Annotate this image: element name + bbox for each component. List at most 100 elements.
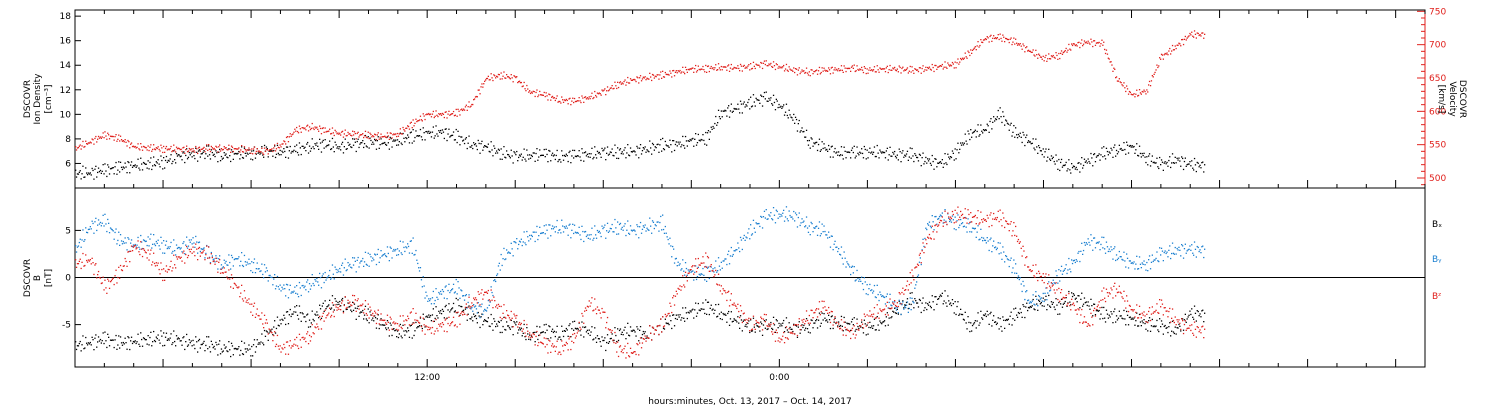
bx-point	[551, 330, 553, 332]
density-point	[144, 163, 146, 165]
density-point	[595, 157, 598, 159]
by-point	[596, 229, 599, 232]
by-point	[699, 274, 701, 276]
velocity-point	[249, 149, 251, 151]
bx-point	[357, 305, 359, 307]
bx-point	[751, 330, 754, 332]
by-point	[357, 256, 359, 259]
density-point	[1031, 142, 1033, 144]
density-point	[1145, 161, 1147, 164]
bx-point	[197, 351, 199, 353]
density-point	[879, 149, 881, 151]
density-point	[936, 166, 938, 168]
bx-point	[183, 336, 185, 338]
by-point	[269, 274, 271, 277]
density-point	[348, 144, 350, 146]
density-point	[1114, 144, 1116, 146]
bx-point	[1063, 302, 1065, 304]
velocity-point	[337, 132, 339, 134]
velocity-point	[515, 76, 517, 79]
by-point	[870, 289, 872, 292]
density-point	[1135, 149, 1137, 151]
density-point	[517, 160, 519, 162]
density-point	[697, 133, 699, 136]
by-point	[167, 246, 169, 248]
density-point	[857, 152, 859, 154]
density-point	[725, 110, 727, 112]
by-point	[111, 229, 113, 231]
bx-point	[1022, 304, 1024, 306]
by-point	[706, 280, 708, 282]
by-point	[96, 229, 98, 232]
bx-point	[1192, 316, 1194, 318]
density-point	[289, 145, 291, 148]
bx-point	[454, 310, 456, 312]
bx-point	[851, 318, 854, 320]
by-point	[1086, 243, 1088, 245]
by-point	[226, 264, 228, 266]
velocity-point	[86, 143, 89, 145]
bx-point	[795, 325, 798, 327]
velocity-point	[590, 95, 592, 98]
bx-point	[905, 304, 907, 306]
velocity-point	[660, 71, 662, 73]
by-point	[558, 229, 560, 231]
velocity-point	[105, 135, 107, 137]
by-point	[173, 239, 175, 241]
velocity-point	[812, 73, 814, 75]
velocity-point	[514, 75, 516, 78]
density-point	[1178, 157, 1180, 159]
density-point	[326, 144, 328, 147]
density-point	[758, 99, 760, 101]
by-point	[152, 243, 154, 245]
velocity-point	[473, 99, 475, 101]
by-point	[613, 231, 615, 233]
density-point	[278, 154, 280, 156]
bx-point	[866, 324, 868, 326]
density-point	[324, 139, 326, 141]
bx-point	[512, 334, 514, 336]
bx-point	[137, 333, 139, 335]
density-point	[211, 151, 213, 154]
by-point	[482, 313, 484, 316]
velocity-point	[1124, 87, 1126, 89]
bx-point	[140, 332, 142, 334]
velocity-point	[1202, 32, 1204, 34]
bx-point	[617, 328, 619, 330]
velocity-point	[980, 39, 982, 41]
velocity-point	[350, 134, 352, 136]
bx-point	[858, 327, 860, 330]
bx-point	[134, 340, 136, 342]
velocity-point	[892, 67, 894, 69]
velocity-point	[858, 69, 860, 71]
by-point	[878, 299, 880, 302]
bx-point	[164, 344, 166, 347]
by-point	[77, 245, 80, 247]
by-point	[757, 223, 759, 225]
density-point	[938, 161, 941, 164]
by-point	[513, 241, 515, 243]
density-point	[200, 153, 202, 155]
bx-point	[972, 323, 975, 325]
bx-point	[263, 329, 266, 332]
velocity-point	[128, 141, 130, 143]
velocity-point	[739, 70, 741, 72]
density-point	[417, 135, 419, 137]
velocity-point	[417, 120, 419, 122]
density-point	[634, 151, 636, 153]
bx-point	[440, 310, 442, 312]
by-point	[1148, 255, 1151, 257]
by-point	[320, 287, 323, 289]
velocity-point	[241, 151, 244, 153]
velocity-point	[669, 70, 671, 72]
density-point	[637, 147, 639, 149]
density-point	[257, 152, 259, 154]
bx-point	[630, 330, 633, 332]
by-point	[820, 233, 822, 235]
velocity-point	[573, 101, 575, 104]
bx-point	[825, 320, 827, 322]
density-point	[885, 150, 887, 152]
by-point	[347, 262, 349, 264]
velocity-point	[440, 113, 442, 115]
velocity-point	[1033, 54, 1035, 56]
